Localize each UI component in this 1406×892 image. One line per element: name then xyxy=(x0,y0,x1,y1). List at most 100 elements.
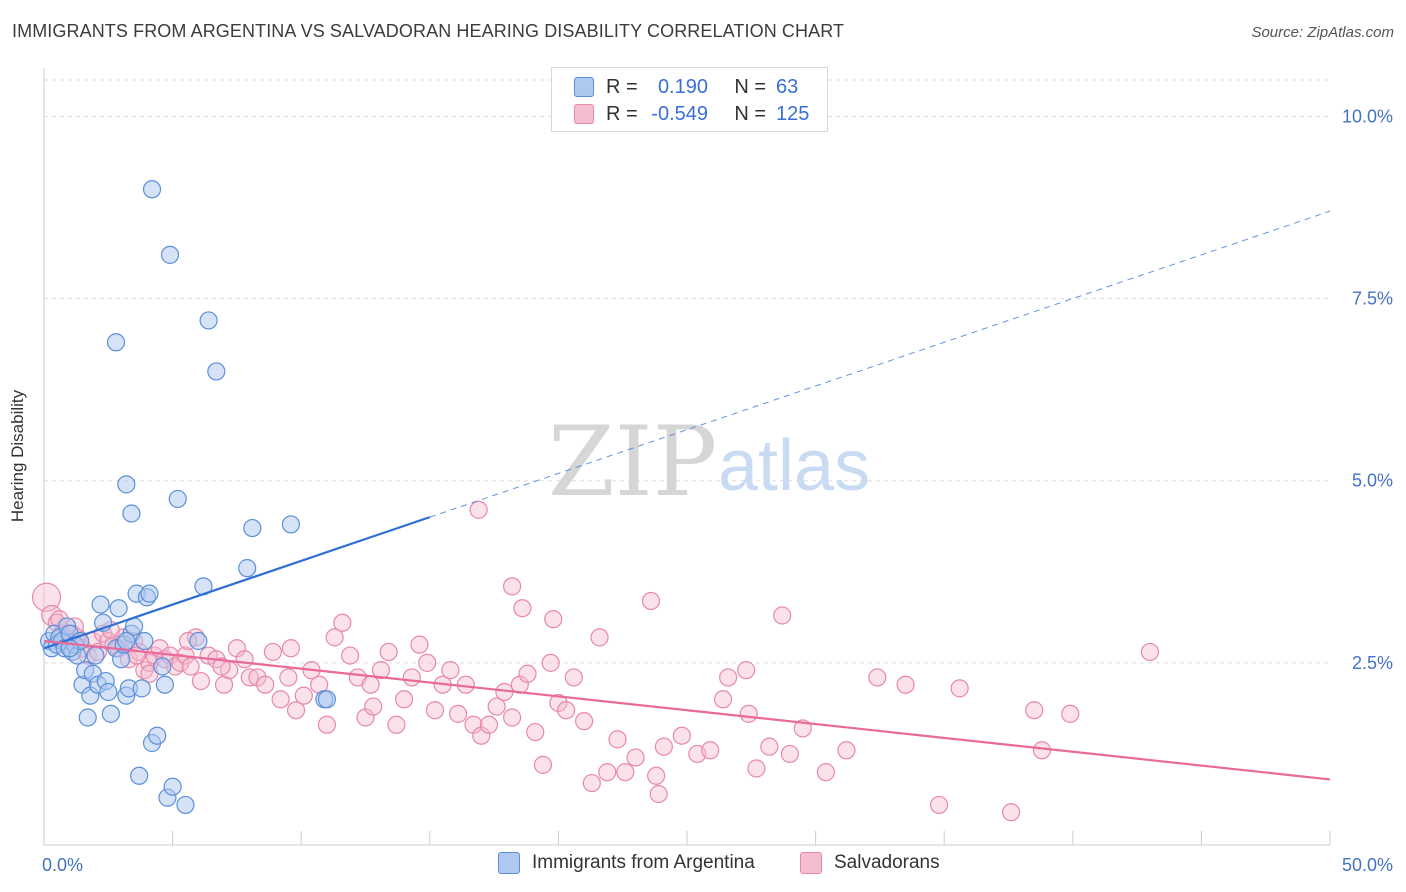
point-argentina xyxy=(122,504,141,523)
point-salvadorans xyxy=(394,690,414,709)
point-salvadorans xyxy=(469,500,488,519)
point-salvadorans xyxy=(747,759,766,778)
point-argentina xyxy=(78,708,97,727)
point-argentina xyxy=(99,682,118,702)
point-salvadorans xyxy=(263,642,283,662)
point-argentina xyxy=(281,515,301,534)
legend-r-value: -0.549 xyxy=(651,102,708,125)
bottom-legend-label-argentina: Immigrants from Argentina xyxy=(532,852,755,873)
axes xyxy=(43,68,1331,846)
point-salvadorans xyxy=(240,668,259,687)
point-argentina xyxy=(243,518,262,538)
point-salvadorans xyxy=(425,701,445,720)
point-salvadorans xyxy=(1032,741,1052,760)
bottom-legend-argentina: Immigrants from Argentina xyxy=(498,852,755,874)
point-salvadorans xyxy=(256,675,275,694)
legend-n-value: 63 xyxy=(776,75,799,98)
watermark: ZIP atlas xyxy=(548,406,870,518)
point-salvadorans xyxy=(590,628,609,647)
x-tick-label: 50.0% xyxy=(1342,855,1393,875)
point-salvadorans xyxy=(816,763,835,782)
point-salvadorans xyxy=(929,795,949,815)
point-salvadorans xyxy=(737,661,756,680)
series-argentina xyxy=(40,180,337,815)
point-salvadorans xyxy=(641,591,661,611)
point-argentina xyxy=(86,646,105,665)
point-salvadorans xyxy=(479,715,499,734)
point-salvadorans xyxy=(598,763,617,782)
point-salvadorans xyxy=(235,650,254,669)
trend-line-salvadorans xyxy=(43,639,1331,781)
point-salvadorans xyxy=(564,668,583,687)
point-salvadorans xyxy=(582,773,601,793)
point-salvadorans xyxy=(418,653,437,672)
point-salvadorans xyxy=(654,737,673,756)
series-salvadorans xyxy=(31,500,1160,822)
y-tick-label: 10.0% xyxy=(1342,106,1393,126)
chart-source: Source: ZipAtlas.com xyxy=(1251,24,1394,41)
point-salvadorans xyxy=(575,712,594,731)
point-salvadorans xyxy=(286,701,306,720)
y-tick-label: 2.5% xyxy=(1352,653,1393,673)
point-salvadorans xyxy=(487,697,506,716)
legend-row-salvadorans: R = -0.549 N = 125 xyxy=(552,99,816,129)
point-salvadorans xyxy=(760,737,779,756)
point-argentina xyxy=(160,245,180,264)
point-salvadorans xyxy=(616,763,635,782)
point-salvadorans xyxy=(544,610,563,629)
gridlines xyxy=(44,79,1330,664)
legend-row-argentina: R = 0.190 N = 63 xyxy=(552,72,816,102)
point-argentina xyxy=(109,599,128,618)
legend-n-value: 125 xyxy=(776,102,810,125)
point-argentina xyxy=(163,777,182,796)
point-salvadorans xyxy=(837,741,856,760)
point-argentina xyxy=(148,726,167,745)
point-salvadorans xyxy=(317,715,337,734)
point-salvadorans xyxy=(1061,704,1080,723)
point-salvadorans xyxy=(361,675,380,694)
point-argentina xyxy=(238,559,257,578)
point-salvadorans xyxy=(549,693,568,713)
point-argentina xyxy=(140,584,159,603)
point-salvadorans xyxy=(649,784,668,804)
point-salvadorans xyxy=(608,730,627,749)
point-salvadorans xyxy=(379,642,398,662)
point-argentina xyxy=(106,333,126,352)
legend-n-label: N = xyxy=(734,102,766,125)
y-tick-label: 7.5% xyxy=(1352,289,1393,309)
point-salvadorans xyxy=(557,701,576,720)
point-argentina xyxy=(153,657,172,676)
point-salvadorans xyxy=(212,657,231,676)
point-salvadorans xyxy=(719,668,738,687)
bottom-legend-swatch-salvadorans xyxy=(800,852,822,874)
bottom-legend-swatch-argentina xyxy=(498,852,520,874)
point-salvadorans xyxy=(526,722,545,742)
bottom-legend-label-salvadorans: Salvadorans xyxy=(834,852,940,873)
point-salvadorans xyxy=(31,582,62,612)
point-argentina xyxy=(189,631,208,651)
point-salvadorans xyxy=(647,766,666,785)
point-salvadorans xyxy=(541,653,560,672)
point-salvadorans xyxy=(533,755,553,774)
point-salvadorans xyxy=(518,664,537,683)
point-argentina xyxy=(176,795,195,815)
point-salvadorans xyxy=(340,646,360,665)
point-argentina xyxy=(207,362,226,381)
watermark-zip: ZIP xyxy=(548,406,717,518)
x-tick-label: 0.0% xyxy=(42,855,83,875)
point-salvadorans xyxy=(448,704,468,723)
tick-labels: 2.5% 5.0% 7.5% 10.0% 0.0% 50.0% xyxy=(42,106,1393,875)
point-salvadorans xyxy=(868,668,887,687)
point-argentina xyxy=(135,631,154,651)
point-salvadorans xyxy=(191,671,210,691)
point-salvadorans xyxy=(387,715,406,734)
legend-r-value: 0.190 xyxy=(657,75,708,98)
trend-line-argentina-extension xyxy=(429,210,1331,518)
point-salvadorans xyxy=(626,748,645,767)
watermark-atlas: atlas xyxy=(718,426,870,506)
point-salvadorans xyxy=(281,639,301,658)
trend-lines xyxy=(43,210,1331,781)
point-argentina xyxy=(117,631,136,651)
point-salvadorans xyxy=(441,661,460,680)
